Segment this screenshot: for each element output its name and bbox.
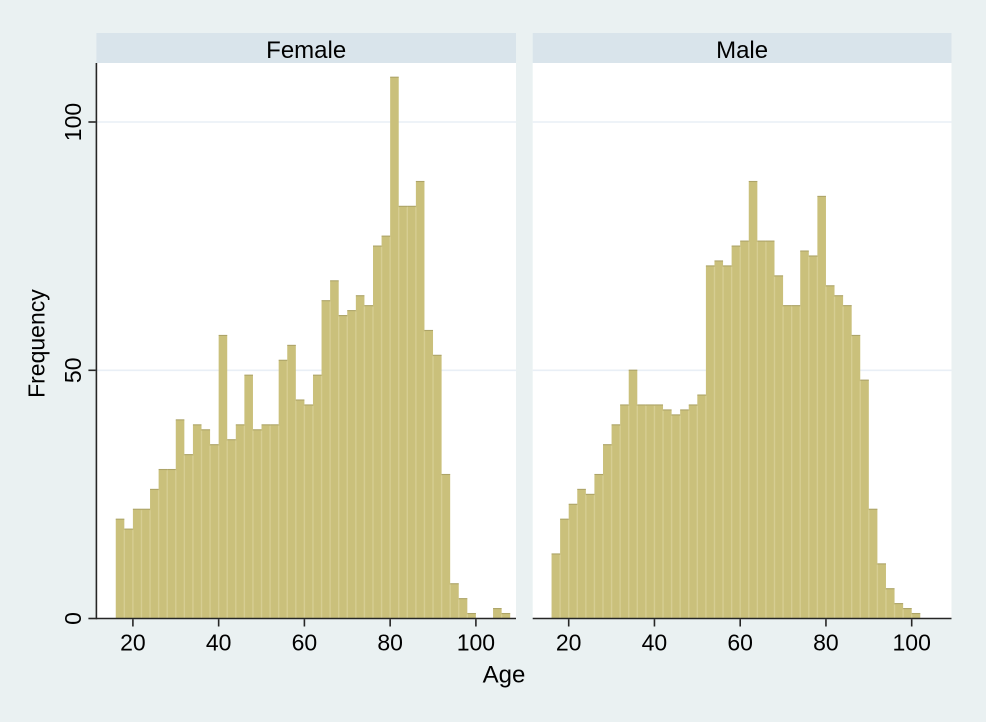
svg-text:Female: Female	[266, 37, 346, 64]
svg-text:20: 20	[120, 630, 146, 656]
svg-text:100: 100	[457, 630, 495, 656]
svg-text:100: 100	[60, 103, 86, 141]
svg-text:100: 100	[893, 630, 931, 656]
svg-text:50: 50	[60, 358, 86, 384]
svg-text:80: 80	[377, 630, 403, 656]
svg-text:60: 60	[292, 630, 318, 656]
svg-text:Age: Age	[483, 662, 526, 689]
svg-text:40: 40	[642, 630, 668, 656]
svg-text:60: 60	[727, 630, 753, 656]
svg-text:Frequency: Frequency	[23, 289, 49, 398]
svg-text:20: 20	[556, 630, 582, 656]
svg-text:Male: Male	[716, 37, 768, 64]
svg-text:80: 80	[813, 630, 839, 656]
svg-text:40: 40	[206, 630, 232, 656]
svg-text:0: 0	[60, 612, 86, 625]
